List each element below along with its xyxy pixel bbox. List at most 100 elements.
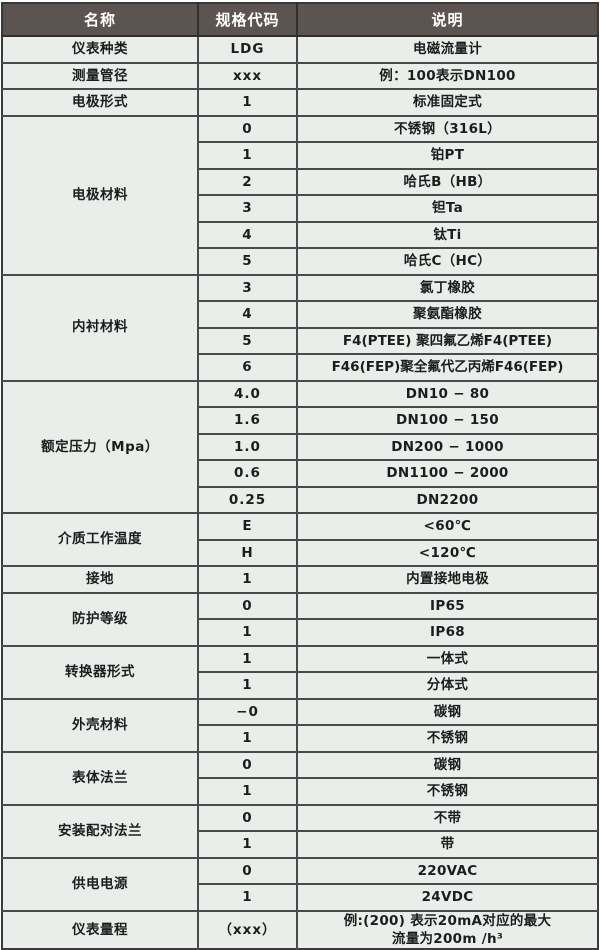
- row-group-name: 内衬材料: [2, 274, 199, 382]
- spec-code-cell: 0: [198, 592, 298, 620]
- spec-code-cell: 6: [198, 354, 298, 382]
- table-row: 4 聚氨酯橡胶: [2, 301, 598, 329]
- spec-code-cell: xxx: [198, 62, 298, 90]
- table-row: 1 分体式: [2, 672, 598, 700]
- spec-code-cell: 2: [198, 168, 298, 196]
- description-cell: DN1100 − 2000: [297, 460, 598, 488]
- spec-code-cell: 4.0: [198, 380, 298, 408]
- spec-code-cell: H: [198, 539, 298, 567]
- description-cell: DN200 − 1000: [297, 433, 598, 461]
- row-group-name: 电极形式: [2, 89, 199, 117]
- description-cell: 钽Ta: [297, 195, 598, 223]
- description-cell: 一体式: [297, 645, 598, 673]
- table-row: 电极形式 1 标准固定式: [2, 89, 598, 117]
- row-group-name: 安装配对法兰: [2, 804, 199, 859]
- row-group-name: 介质工作温度: [2, 513, 199, 567]
- spec-code-cell: 1: [198, 89, 298, 117]
- table-row: 4 钛Ti: [2, 221, 598, 249]
- table-row: 5 F4(PTEE) 聚四氟乙烯F4(PTEE): [2, 327, 598, 355]
- spec-code-cell: 1: [198, 778, 298, 806]
- table-row: 2 哈氏B（HB）: [2, 168, 598, 196]
- spec-code-cell: 1: [198, 884, 298, 912]
- table-row: 1 24VDC: [2, 884, 598, 912]
- spec-code-cell: （xxx）: [198, 910, 298, 949]
- description-cell: 电磁流量计: [297, 36, 598, 64]
- description-cell: 不锈钢: [297, 778, 598, 806]
- description-cell: 内置接地电极: [297, 566, 598, 594]
- description-cell: 不锈钢（316L）: [297, 115, 598, 143]
- spec-code-cell: 0.25: [198, 486, 298, 514]
- description-cell: 哈氏C（HC）: [297, 248, 598, 276]
- spec-code-cell: 3: [198, 195, 298, 223]
- spec-code-cell: 1: [198, 619, 298, 647]
- description-cell: IP68: [297, 619, 598, 647]
- description-cell: F4(PTEE) 聚四氟乙烯F4(PTEE): [297, 327, 598, 355]
- row-group-name: 表体法兰: [2, 751, 199, 806]
- description-cell: 碳钢: [297, 751, 598, 779]
- spec-code-cell: LDG: [198, 36, 298, 64]
- table-row: 1 IP68: [2, 619, 598, 647]
- table-row: H <120℃: [2, 539, 598, 567]
- spec-code-cell: 0: [198, 804, 298, 832]
- table-row: 接地 1 内置接地电极: [2, 566, 598, 594]
- table-row: 1 不锈钢: [2, 725, 598, 753]
- row-group-name: 防护等级: [2, 592, 199, 647]
- row-group-name: 外壳材料: [2, 698, 199, 753]
- table-body: 仪表种类 LDG 电磁流量计 测量管径 xxx 例：100表示DN100 电极形式 1 标准固定…: [2, 36, 598, 949]
- row-group-name: 额定压力（Mpa）: [2, 380, 199, 514]
- table-row: 介质工作温度 E <60℃: [2, 513, 598, 567]
- description-cell: <60℃: [297, 513, 598, 541]
- spec-code-cell: 0: [198, 115, 298, 143]
- table-row: 6 F46(FEP)聚全氟代乙丙烯F46(FEP): [2, 354, 598, 382]
- table-row: 电极材料 0 不锈钢（316L）: [2, 115, 598, 276]
- table-row: 5 哈氏C（HC）: [2, 248, 598, 276]
- table-row: 仪表量程 （xxx） 例:(200) 表示20mA对应的最大 流量为200m /h³: [2, 910, 598, 949]
- row-group-name: 测量管径: [2, 62, 199, 90]
- description-cell: 氯丁橡胶: [297, 274, 598, 302]
- header-row: 名称 规格代码 说明: [2, 3, 598, 37]
- spec-code-cell: 1: [198, 672, 298, 700]
- description-cell: 例：100表示DN100: [297, 62, 598, 90]
- description-cell: 不带: [297, 804, 598, 832]
- spec-code-cell: 4: [198, 221, 298, 249]
- spec-code-cell: 0: [198, 857, 298, 885]
- description-cell: IP65: [297, 592, 598, 620]
- description-cell: 不锈钢: [297, 725, 598, 753]
- table-row: 1.0 DN200 − 1000: [2, 433, 598, 461]
- spec-code-cell: 1: [198, 831, 298, 859]
- table-row: 内衬材料 3 氯丁橡胶: [2, 274, 598, 382]
- spec-code-cell: 0: [198, 751, 298, 779]
- spec-code-cell: E: [198, 513, 298, 541]
- description-cell: 带: [297, 831, 598, 859]
- description-cell: 标准固定式: [297, 89, 598, 117]
- column-header-code: 规格代码: [198, 3, 298, 37]
- spec-code-cell: 5: [198, 248, 298, 276]
- table-row: 0.6 DN1100 − 2000: [2, 460, 598, 488]
- column-header-name: 名称: [2, 3, 199, 37]
- description-cell: 24VDC: [297, 884, 598, 912]
- row-group-name: 仪表量程: [2, 910, 199, 949]
- row-group-name: 电极材料: [2, 115, 199, 276]
- description-cell: DN100 − 150: [297, 407, 598, 435]
- table-row: 外壳材料 −0 碳钢: [2, 698, 598, 753]
- description-cell: <120℃: [297, 539, 598, 567]
- spec-code-cell: 3: [198, 274, 298, 302]
- table-row: 安装配对法兰 0 不带: [2, 804, 598, 859]
- table-row: 防护等级 0 IP65: [2, 592, 598, 647]
- spec-code-cell: 1: [198, 725, 298, 753]
- spec-code-cell: 4: [198, 301, 298, 329]
- spec-code-cell: 1.0: [198, 433, 298, 461]
- description-cell: 钛Ti: [297, 221, 598, 249]
- description-line: 例:(200) 表示20mA对应的最大: [343, 912, 552, 929]
- table-row: 测量管径 xxx 例：100表示DN100: [2, 62, 598, 90]
- description-cell: DN10 − 80: [297, 380, 598, 408]
- table-row: 供电电源 0 220VAC: [2, 857, 598, 912]
- description-cell: 聚氨酯橡胶: [297, 301, 598, 329]
- table-header: 名称 规格代码 说明: [2, 3, 598, 37]
- row-group-name: 转换器形式: [2, 645, 199, 700]
- table-row: 表体法兰 0 碳钢: [2, 751, 598, 806]
- spec-code-cell: 5: [198, 327, 298, 355]
- table-row: 1 不锈钢: [2, 778, 598, 806]
- spec-code-cell: 0.6: [198, 460, 298, 488]
